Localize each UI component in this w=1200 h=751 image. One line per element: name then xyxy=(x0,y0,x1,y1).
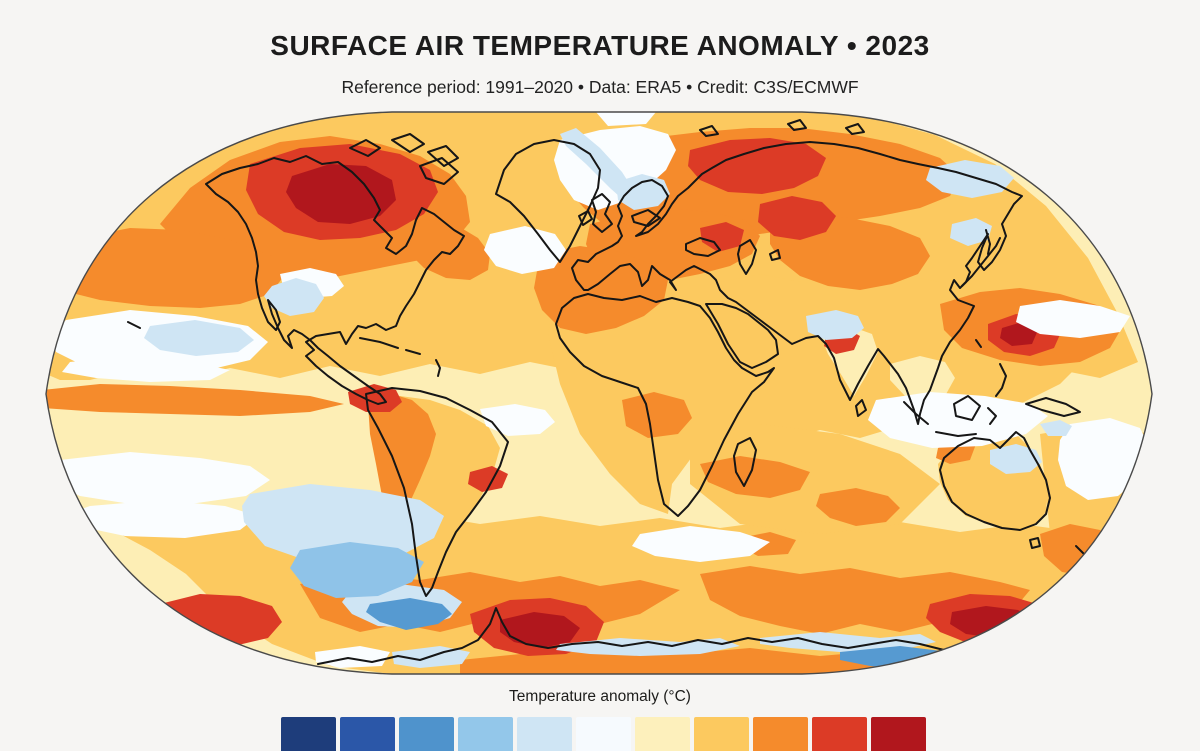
coastline xyxy=(705,303,779,369)
anomaly-blob xyxy=(700,456,810,498)
anomaly-blob xyxy=(758,196,836,240)
coastline xyxy=(419,157,459,185)
hotspot-gulf-stream xyxy=(396,220,490,280)
coastline xyxy=(953,395,981,421)
anomaly-blob xyxy=(480,404,555,436)
coastline xyxy=(975,339,982,348)
coastline xyxy=(787,119,807,131)
legend-label: Temperature anomaly (°C) xyxy=(509,688,691,705)
anomaly-blob xyxy=(50,452,270,504)
coastline xyxy=(903,401,929,425)
anomaly-blob xyxy=(632,526,770,562)
coastline xyxy=(205,155,465,405)
page-title: SURFACE AIR TEMPERATURE ANOMALY • 2023 xyxy=(270,30,930,61)
coastline xyxy=(855,399,867,417)
coastline xyxy=(359,337,399,349)
map-outline xyxy=(45,111,1153,675)
coastline xyxy=(427,145,459,167)
anomaly-blob xyxy=(700,222,744,252)
coastline xyxy=(961,237,1001,287)
coastline xyxy=(1087,565,1101,583)
hotspot-canada-darkred-core xyxy=(286,164,396,224)
coolspot-se-pacific xyxy=(242,484,444,564)
coastline xyxy=(935,431,977,437)
anomaly-blob xyxy=(622,392,692,438)
coastline xyxy=(591,193,613,233)
legend-swatch xyxy=(635,717,690,751)
anomaly-field xyxy=(46,112,1152,674)
legend-swatch xyxy=(694,717,749,751)
legend-colorbar xyxy=(281,717,926,751)
legend-swatch xyxy=(576,717,631,751)
coastline xyxy=(571,141,1023,425)
coastline xyxy=(127,321,141,329)
coastline xyxy=(939,431,1051,531)
hotspot-peninsula-darkred-core xyxy=(500,612,580,648)
coastline xyxy=(845,123,865,135)
hotspot-west-russia-red xyxy=(688,138,826,194)
anomaly-blob xyxy=(1016,300,1130,338)
coastline xyxy=(1029,537,1041,549)
coolspot-central-australia xyxy=(990,444,1042,474)
coolspot-tibet xyxy=(806,310,864,340)
coastline xyxy=(631,209,661,227)
anomaly-blob xyxy=(816,488,900,526)
world-map-svg xyxy=(45,111,1153,675)
anomaly-blob xyxy=(62,356,230,382)
anomaly-blob xyxy=(950,218,992,246)
legend-swatch xyxy=(458,717,513,751)
anomaly-blob xyxy=(1080,578,1140,614)
coastline xyxy=(405,349,421,355)
coastline xyxy=(769,249,781,261)
legend-swatch xyxy=(517,717,572,751)
legend-swatch xyxy=(753,717,808,751)
anomaly-blob xyxy=(468,466,508,492)
coolspot-se-pacific-core xyxy=(290,542,424,598)
anomaly-blob xyxy=(62,500,258,538)
world-map xyxy=(0,104,1200,689)
coastline xyxy=(578,210,593,226)
coastlines-layer xyxy=(127,119,1101,667)
coolspot-west-us xyxy=(264,278,324,316)
legend-swatch xyxy=(399,717,454,751)
legend-swatch xyxy=(340,717,395,751)
coastline xyxy=(435,359,441,377)
coastline xyxy=(685,237,721,257)
anomaly-blob xyxy=(1058,418,1150,500)
coastline xyxy=(995,363,1007,397)
legend-swatch xyxy=(281,717,336,751)
hotspot-el-nino-tongue xyxy=(46,384,344,416)
anomaly-blob xyxy=(144,320,254,356)
anomaly-blob xyxy=(596,112,656,126)
hotspot-north-andes-red xyxy=(348,384,402,412)
coastline xyxy=(317,607,1003,667)
anomaly-blob xyxy=(484,226,566,274)
coastline xyxy=(1025,397,1081,417)
coastline xyxy=(987,407,997,425)
coastline xyxy=(985,229,991,255)
coastline xyxy=(495,139,601,263)
coastline xyxy=(365,387,509,597)
legend-swatch xyxy=(871,717,926,751)
anomaly-blob xyxy=(1040,420,1072,436)
page-subtitle: Reference period: 1991–2020 • Data: ERA5… xyxy=(341,77,859,97)
coastline xyxy=(555,293,775,517)
coolspot-drake-core xyxy=(366,598,452,630)
coastline xyxy=(699,125,719,137)
legend-swatch xyxy=(812,717,867,751)
coastline xyxy=(737,239,757,275)
coastline xyxy=(391,133,425,153)
coastline xyxy=(349,139,381,157)
coastline xyxy=(733,437,757,487)
anomaly-blob xyxy=(920,112,988,124)
